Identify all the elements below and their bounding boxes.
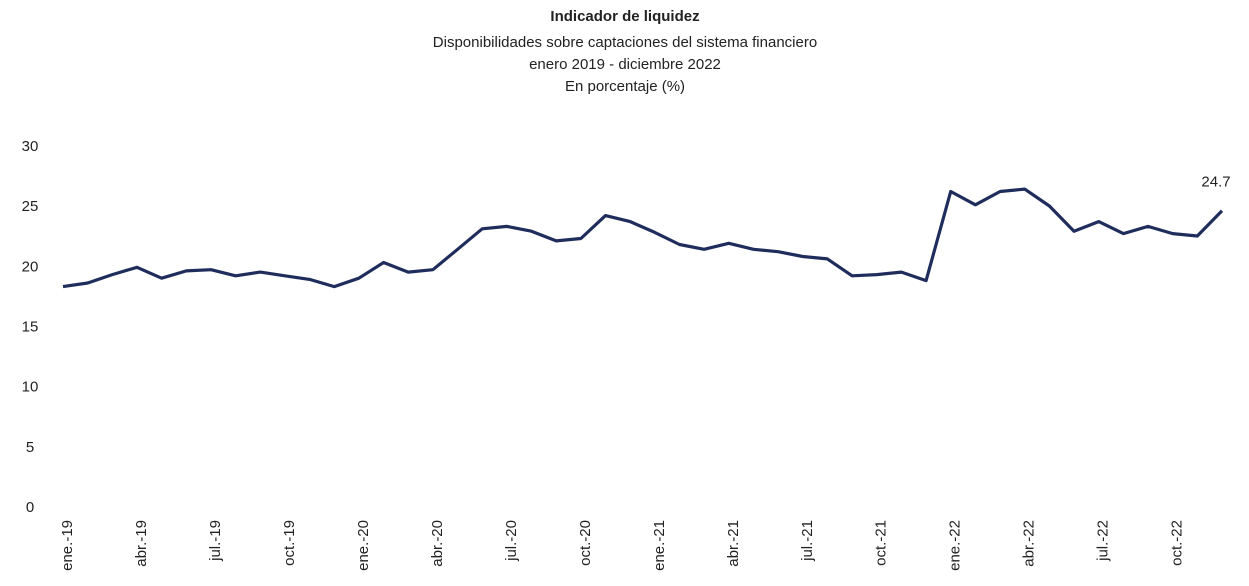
x-tick-label: oct.-20 [577, 520, 594, 566]
data-label: 24.7 [1201, 174, 1230, 191]
x-tick-label: ene.-22 [947, 520, 964, 571]
chart-subtitle: enero 2019 - diciembre 2022 [529, 56, 721, 73]
x-tick-label: oct.-22 [1169, 520, 1186, 566]
x-tick-label: abr.-22 [1021, 520, 1038, 567]
x-tick-label: oct.-19 [281, 520, 298, 566]
x-tick-label: oct.-21 [873, 520, 890, 566]
x-tick-label: abr.-19 [133, 520, 150, 567]
y-tick-label: 5 [26, 439, 34, 456]
y-tick-label: 20 [22, 258, 39, 275]
x-tick-label: jul.-19 [207, 520, 224, 562]
chart-subtitle: Disponibilidades sobre captaciones del s… [433, 34, 817, 51]
x-tick-label: ene.-20 [355, 520, 372, 571]
x-tick-label: ene.-21 [651, 520, 668, 571]
x-tick-label: jul.-21 [799, 520, 816, 562]
y-tick-label: 0 [26, 499, 34, 516]
y-tick-label: 30 [22, 138, 39, 155]
y-tick-label: 15 [22, 318, 39, 335]
x-tick-label: abr.-21 [725, 520, 742, 567]
y-tick-label: 10 [22, 379, 39, 396]
x-tick-label: jul.-22 [1095, 520, 1112, 562]
x-tick-label: ene.-19 [59, 520, 76, 571]
x-tick-label: abr.-20 [429, 520, 446, 567]
chart-title: Indicador de liquidez [550, 8, 699, 25]
x-tick-label: jul.-20 [503, 520, 520, 562]
line [62, 187, 1224, 289]
chart-subtitle: En porcentaje (%) [565, 78, 685, 95]
y-tick-label: 25 [22, 198, 39, 215]
